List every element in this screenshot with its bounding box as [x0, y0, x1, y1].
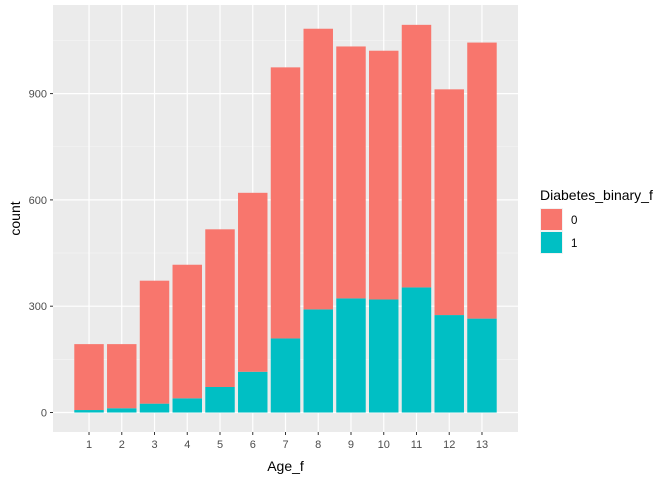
x-tick-label: 3: [151, 439, 157, 451]
x-tick-label: 2: [119, 439, 125, 451]
bar-age-3-diabetes-0: [139, 280, 170, 404]
y-tick-label: 300: [29, 301, 47, 313]
bar-age-13-diabetes-0: [467, 42, 497, 319]
bar-age-7-diabetes-0: [270, 67, 301, 339]
y-tick-label: 900: [29, 89, 47, 101]
bar-age-3-diabetes-1: [139, 403, 170, 413]
x-tick-label: 1: [86, 439, 92, 451]
legend-label-0: 0: [571, 215, 577, 227]
x-axis: 1 2 3 4 5 6 7 8 9 10 11 12 13: [86, 432, 488, 451]
bar-age-8-diabetes-1: [303, 309, 333, 413]
y-tick-label: 0: [41, 408, 47, 420]
x-tick-label: 6: [250, 439, 256, 451]
y-axis: 0 300 600 900: [29, 89, 53, 420]
x-tick-label: 11: [411, 439, 422, 451]
bar-age-11-diabetes-0: [401, 24, 432, 288]
x-tick-label: 13: [476, 439, 488, 451]
bar-age-1-diabetes-1: [74, 410, 104, 413]
x-tick-label: 10: [378, 439, 390, 451]
bar-age-6-diabetes-0: [238, 192, 268, 372]
x-tick-label: 12: [443, 439, 455, 451]
x-tick-label: 8: [315, 439, 321, 451]
bar-age-2-diabetes-0: [107, 344, 137, 409]
legend-title: Diabetes_binary_f: [540, 187, 653, 203]
bar-age-10-diabetes-0: [369, 50, 399, 300]
x-tick-label: 5: [217, 439, 223, 451]
bar-age-9-diabetes-1: [336, 298, 366, 413]
bar-age-4-diabetes-0: [172, 264, 202, 399]
legend-swatch-0: [541, 209, 562, 230]
legend: Diabetes_binary_f 01: [540, 187, 653, 254]
bar-age-7-diabetes-1: [270, 338, 301, 413]
bar-age-13-diabetes-1: [467, 318, 497, 413]
legend-swatch-1: [541, 232, 562, 253]
bar-age-5-diabetes-0: [205, 229, 235, 387]
bar-age-11-diabetes-1: [401, 287, 432, 413]
x-tick-label: 9: [348, 439, 354, 451]
y-axis-title: count: [7, 201, 23, 235]
bar-age-6-diabetes-1: [238, 371, 268, 413]
bar-age-10-diabetes-1: [369, 299, 399, 413]
bar-age-8-diabetes-0: [303, 28, 333, 310]
x-tick-label: 4: [184, 439, 190, 451]
legend-label-1: 1: [571, 238, 577, 250]
y-tick-label: 600: [29, 195, 47, 207]
bar-age-2-diabetes-1: [107, 408, 137, 413]
bar-age-5-diabetes-1: [205, 386, 235, 413]
x-axis-title: Age_f: [267, 458, 304, 474]
bar-age-12-diabetes-0: [434, 89, 464, 316]
bars: [74, 24, 497, 413]
bar-age-12-diabetes-1: [434, 315, 464, 413]
bar-age-1-diabetes-0: [74, 344, 104, 411]
legend-items: 01: [540, 208, 577, 254]
bar-age-4-diabetes-1: [172, 398, 202, 413]
bar-age-9-diabetes-0: [336, 46, 366, 299]
x-tick-label: 7: [282, 439, 288, 451]
